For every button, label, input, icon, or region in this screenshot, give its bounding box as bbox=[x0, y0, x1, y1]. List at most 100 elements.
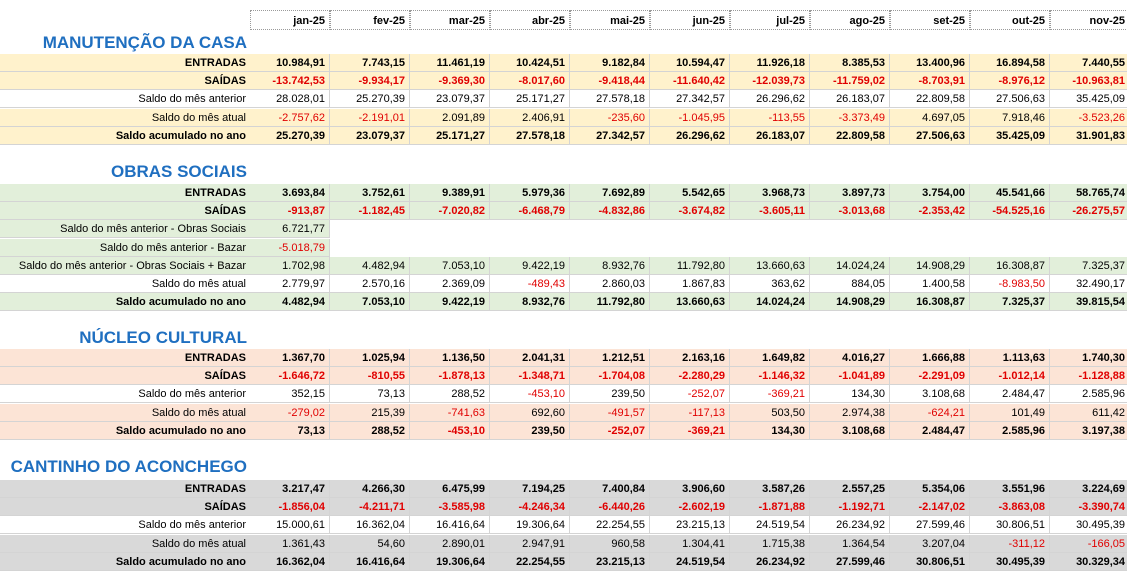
cell-value: 1.715,38 bbox=[730, 534, 810, 553]
cell-value: -9.418,44 bbox=[570, 72, 650, 91]
cell-value: 14.908,29 bbox=[890, 256, 970, 275]
cell-value: -3.863,08 bbox=[970, 498, 1050, 517]
cell-value: -1.871,88 bbox=[730, 498, 810, 517]
cell-value: 10.424,51 bbox=[490, 54, 570, 72]
cell-value bbox=[970, 238, 1050, 257]
cell-value: 39.815,54 bbox=[1050, 293, 1127, 312]
cell-value: 45.541,66 bbox=[970, 184, 1050, 202]
cell-value: 7.194,25 bbox=[490, 480, 570, 498]
cell-value: 1.304,41 bbox=[650, 534, 730, 553]
row-label: Saldo acumulado no ano bbox=[0, 421, 250, 440]
cell-value: -11.640,42 bbox=[650, 72, 730, 91]
cell-value: -3.585,98 bbox=[410, 498, 490, 517]
cell-value: 11.792,80 bbox=[650, 256, 730, 275]
cell-value: 22.809,58 bbox=[890, 90, 970, 109]
cell-value: -1.128,88 bbox=[1050, 367, 1127, 386]
cell-value: 4.697,05 bbox=[890, 108, 970, 127]
cell-value: 4.482,94 bbox=[330, 256, 410, 275]
cell-value: 7.053,10 bbox=[410, 256, 490, 275]
cell-value: 2.585,96 bbox=[1050, 385, 1127, 404]
cell-value: 30.806,51 bbox=[970, 516, 1050, 535]
cell-value: 8.932,76 bbox=[490, 293, 570, 312]
cell-value: 27.599,46 bbox=[810, 552, 890, 571]
row-label: Saldo acumulado no ano bbox=[0, 552, 250, 571]
cell-value: 28.028,01 bbox=[250, 90, 330, 109]
cell-value bbox=[490, 220, 570, 239]
cell-value: 5.979,36 bbox=[490, 184, 570, 202]
row-label: Saldo do mês atual bbox=[0, 534, 250, 553]
column-header: mar-25 bbox=[410, 10, 490, 30]
row-label: ENTRADAS bbox=[0, 54, 250, 72]
column-header: abr-25 bbox=[490, 10, 570, 30]
cell-value: 2.091,89 bbox=[410, 108, 490, 127]
cell-value: 1.400,58 bbox=[890, 275, 970, 293]
row-label: SAÍDAS bbox=[0, 367, 250, 386]
cell-value: 3.207,04 bbox=[890, 534, 970, 553]
cell-value bbox=[330, 238, 410, 257]
cell-value: 239,50 bbox=[490, 421, 570, 440]
cell-value bbox=[970, 220, 1050, 239]
cell-value: -5.018,79 bbox=[250, 238, 330, 257]
cell-value: -9.369,30 bbox=[410, 72, 490, 91]
cell-value: 692,60 bbox=[490, 403, 570, 422]
cell-value: -8.983,50 bbox=[970, 275, 1050, 293]
cell-value: 31.901,83 bbox=[1050, 126, 1127, 145]
cell-value: 22.254,55 bbox=[570, 516, 650, 535]
cell-value: -3.605,11 bbox=[730, 202, 810, 221]
cell-value: 6.475,99 bbox=[410, 480, 490, 498]
cell-value: 3.217,47 bbox=[250, 480, 330, 498]
cell-value: 2.890,01 bbox=[410, 534, 490, 553]
cell-value: -235,60 bbox=[570, 108, 650, 127]
row-label: Saldo do mês anterior bbox=[0, 90, 250, 109]
row-label: ENTRADAS bbox=[0, 184, 250, 202]
cell-value: 26.183,07 bbox=[810, 90, 890, 109]
cell-value: 10.984,91 bbox=[250, 54, 330, 72]
cell-value: 9.182,84 bbox=[570, 54, 650, 72]
cell-value: -2.191,01 bbox=[330, 108, 410, 127]
column-header: ago-25 bbox=[810, 10, 890, 30]
cell-value: 7.325,37 bbox=[1050, 256, 1127, 275]
cell-value: 134,30 bbox=[730, 421, 810, 440]
cell-value: 2.585,96 bbox=[970, 421, 1050, 440]
cell-value: 134,30 bbox=[810, 385, 890, 404]
cell-value: -13.742,53 bbox=[250, 72, 330, 91]
cell-value: 3.752,61 bbox=[330, 184, 410, 202]
column-header: jan-25 bbox=[250, 10, 330, 30]
row-label: Saldo do mês anterior - Bazar bbox=[0, 238, 250, 257]
row-label: SAÍDAS bbox=[0, 72, 250, 91]
cell-value: 30.495,39 bbox=[970, 552, 1050, 571]
cell-value: 3.224,69 bbox=[1050, 480, 1127, 498]
cell-value: 30.495,39 bbox=[1050, 516, 1127, 535]
cell-value: -1.045,95 bbox=[650, 108, 730, 127]
section-title: NÚCLEO CULTURAL bbox=[79, 328, 247, 347]
cell-value: 26.183,07 bbox=[730, 126, 810, 145]
cell-value: 1.364,54 bbox=[810, 534, 890, 553]
section-title: OBRAS SOCIAIS bbox=[110, 162, 247, 181]
row-label: SAÍDAS bbox=[0, 498, 250, 517]
cell-value: 35.425,09 bbox=[1050, 90, 1127, 109]
cell-value: 288,52 bbox=[330, 421, 410, 440]
row-label: ENTRADAS bbox=[0, 349, 250, 367]
cell-value: -1.192,71 bbox=[810, 498, 890, 517]
cell-value: 22.254,55 bbox=[490, 552, 570, 571]
cell-value: 25.171,27 bbox=[490, 90, 570, 109]
column-header: jun-25 bbox=[650, 10, 730, 30]
cell-value: 3.906,60 bbox=[650, 480, 730, 498]
cell-value: 27.342,57 bbox=[650, 90, 730, 109]
cell-value: 3.897,73 bbox=[810, 184, 890, 202]
cell-value: 960,58 bbox=[570, 534, 650, 553]
section-title: CANTINHO DO ACONCHEGO bbox=[10, 457, 247, 476]
cell-value: 2.484,47 bbox=[890, 421, 970, 440]
cell-value: 32.490,17 bbox=[1050, 275, 1127, 293]
column-header: out-25 bbox=[970, 10, 1050, 30]
cell-value: 16.362,04 bbox=[330, 516, 410, 535]
cell-value: 16.416,64 bbox=[330, 552, 410, 571]
cell-value: -369,21 bbox=[650, 421, 730, 440]
cell-value: -4.211,71 bbox=[330, 498, 410, 517]
cell-value: 23.079,37 bbox=[330, 126, 410, 145]
cell-value bbox=[570, 220, 650, 239]
cell-value: 5.542,65 bbox=[650, 184, 730, 202]
cell-value: -7.020,82 bbox=[410, 202, 490, 221]
cell-value: -741,63 bbox=[410, 403, 490, 422]
cell-value: -252,07 bbox=[570, 421, 650, 440]
